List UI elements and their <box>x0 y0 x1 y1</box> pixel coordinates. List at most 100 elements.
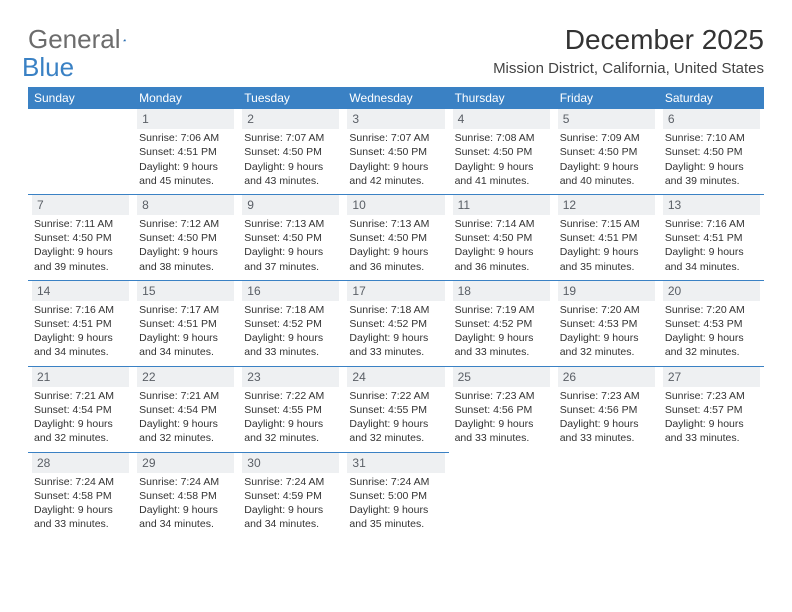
calendar-cell: 18Sunrise: 7:19 AMSunset: 4:52 PMDayligh… <box>449 280 554 366</box>
day-detail: Sunrise: 7:24 AMSunset: 4:59 PMDaylight:… <box>242 475 339 532</box>
day-header: Friday <box>554 87 659 109</box>
day-header: Wednesday <box>343 87 448 109</box>
day-number: 15 <box>137 281 234 301</box>
day-detail: Sunrise: 7:13 AMSunset: 4:50 PMDaylight:… <box>242 217 339 274</box>
day-number: 23 <box>242 367 339 387</box>
calendar-cell: 15Sunrise: 7:17 AMSunset: 4:51 PMDayligh… <box>133 280 238 366</box>
day-number: 24 <box>347 367 444 387</box>
calendar-cell: 5Sunrise: 7:09 AMSunset: 4:50 PMDaylight… <box>554 109 659 194</box>
day-number: 3 <box>347 109 444 129</box>
calendar-cell <box>449 452 554 537</box>
day-detail: Sunrise: 7:07 AMSunset: 4:50 PMDaylight:… <box>242 131 339 188</box>
day-number: 12 <box>558 195 655 215</box>
day-header: Sunday <box>28 87 133 109</box>
calendar-cell: 6Sunrise: 7:10 AMSunset: 4:50 PMDaylight… <box>659 109 764 194</box>
day-header: Thursday <box>449 87 554 109</box>
day-number: 2 <box>242 109 339 129</box>
calendar-cell: 21Sunrise: 7:21 AMSunset: 4:54 PMDayligh… <box>28 366 133 452</box>
calendar-cell: 29Sunrise: 7:24 AMSunset: 4:58 PMDayligh… <box>133 452 238 537</box>
day-number: 22 <box>137 367 234 387</box>
calendar-cell: 24Sunrise: 7:22 AMSunset: 4:55 PMDayligh… <box>343 366 448 452</box>
day-detail: Sunrise: 7:15 AMSunset: 4:51 PMDaylight:… <box>558 217 655 274</box>
calendar-row: 7Sunrise: 7:11 AMSunset: 4:50 PMDaylight… <box>28 194 764 280</box>
day-number: 7 <box>32 195 129 215</box>
calendar-cell: 27Sunrise: 7:23 AMSunset: 4:57 PMDayligh… <box>659 366 764 452</box>
calendar-cell: 12Sunrise: 7:15 AMSunset: 4:51 PMDayligh… <box>554 194 659 280</box>
day-detail: Sunrise: 7:20 AMSunset: 4:53 PMDaylight:… <box>663 303 760 360</box>
day-number: 11 <box>453 195 550 215</box>
calendar-cell <box>554 452 659 537</box>
day-detail: Sunrise: 7:23 AMSunset: 4:56 PMDaylight:… <box>453 389 550 446</box>
day-detail: Sunrise: 7:21 AMSunset: 4:54 PMDaylight:… <box>32 389 129 446</box>
day-number: 4 <box>453 109 550 129</box>
calendar-row: 1Sunrise: 7:06 AMSunset: 4:51 PMDaylight… <box>28 109 764 194</box>
calendar-row: 21Sunrise: 7:21 AMSunset: 4:54 PMDayligh… <box>28 366 764 452</box>
calendar-cell: 8Sunrise: 7:12 AMSunset: 4:50 PMDaylight… <box>133 194 238 280</box>
calendar-cell: 28Sunrise: 7:24 AMSunset: 4:58 PMDayligh… <box>28 452 133 537</box>
day-number: 19 <box>558 281 655 301</box>
calendar-cell: 19Sunrise: 7:20 AMSunset: 4:53 PMDayligh… <box>554 280 659 366</box>
calendar-cell: 31Sunrise: 7:24 AMSunset: 5:00 PMDayligh… <box>343 452 448 537</box>
calendar-cell: 26Sunrise: 7:23 AMSunset: 4:56 PMDayligh… <box>554 366 659 452</box>
calendar-cell: 20Sunrise: 7:20 AMSunset: 4:53 PMDayligh… <box>659 280 764 366</box>
page-title: December 2025 <box>493 24 764 56</box>
calendar-cell <box>28 109 133 194</box>
day-detail: Sunrise: 7:18 AMSunset: 4:52 PMDaylight:… <box>242 303 339 360</box>
calendar-cell: 1Sunrise: 7:06 AMSunset: 4:51 PMDaylight… <box>133 109 238 194</box>
day-number: 14 <box>32 281 129 301</box>
day-number: 31 <box>347 453 444 473</box>
day-number: 21 <box>32 367 129 387</box>
header: General December 2025 Mission District, … <box>28 24 764 83</box>
calendar-cell: 17Sunrise: 7:18 AMSunset: 4:52 PMDayligh… <box>343 280 448 366</box>
day-detail: Sunrise: 7:07 AMSunset: 4:50 PMDaylight:… <box>347 131 444 188</box>
day-number: 25 <box>453 367 550 387</box>
day-detail: Sunrise: 7:08 AMSunset: 4:50 PMDaylight:… <box>453 131 550 188</box>
day-number: 30 <box>242 453 339 473</box>
logo: General <box>28 24 147 55</box>
day-number: 6 <box>663 109 760 129</box>
location-subtitle: Mission District, California, United Sta… <box>493 60 764 77</box>
calendar-cell: 7Sunrise: 7:11 AMSunset: 4:50 PMDaylight… <box>28 194 133 280</box>
calendar-table: SundayMondayTuesdayWednesdayThursdayFrid… <box>28 87 764 537</box>
day-number: 1 <box>137 109 234 129</box>
day-number: 28 <box>32 453 129 473</box>
calendar-cell: 13Sunrise: 7:16 AMSunset: 4:51 PMDayligh… <box>659 194 764 280</box>
calendar-cell: 9Sunrise: 7:13 AMSunset: 4:50 PMDaylight… <box>238 194 343 280</box>
day-detail: Sunrise: 7:24 AMSunset: 4:58 PMDaylight:… <box>137 475 234 532</box>
day-detail: Sunrise: 7:24 AMSunset: 4:58 PMDaylight:… <box>32 475 129 532</box>
day-header-row: SundayMondayTuesdayWednesdayThursdayFrid… <box>28 87 764 109</box>
day-number: 17 <box>347 281 444 301</box>
calendar-cell: 16Sunrise: 7:18 AMSunset: 4:52 PMDayligh… <box>238 280 343 366</box>
calendar-cell: 2Sunrise: 7:07 AMSunset: 4:50 PMDaylight… <box>238 109 343 194</box>
day-detail: Sunrise: 7:14 AMSunset: 4:50 PMDaylight:… <box>453 217 550 274</box>
calendar-cell: 10Sunrise: 7:13 AMSunset: 4:50 PMDayligh… <box>343 194 448 280</box>
day-detail: Sunrise: 7:24 AMSunset: 5:00 PMDaylight:… <box>347 475 444 532</box>
day-detail: Sunrise: 7:16 AMSunset: 4:51 PMDaylight:… <box>32 303 129 360</box>
day-detail: Sunrise: 7:23 AMSunset: 4:57 PMDaylight:… <box>663 389 760 446</box>
calendar-cell: 30Sunrise: 7:24 AMSunset: 4:59 PMDayligh… <box>238 452 343 537</box>
day-detail: Sunrise: 7:18 AMSunset: 4:52 PMDaylight:… <box>347 303 444 360</box>
calendar-row: 14Sunrise: 7:16 AMSunset: 4:51 PMDayligh… <box>28 280 764 366</box>
day-detail: Sunrise: 7:21 AMSunset: 4:54 PMDaylight:… <box>137 389 234 446</box>
day-detail: Sunrise: 7:09 AMSunset: 4:50 PMDaylight:… <box>558 131 655 188</box>
day-detail: Sunrise: 7:12 AMSunset: 4:50 PMDaylight:… <box>137 217 234 274</box>
day-detail: Sunrise: 7:11 AMSunset: 4:50 PMDaylight:… <box>32 217 129 274</box>
calendar-cell: 14Sunrise: 7:16 AMSunset: 4:51 PMDayligh… <box>28 280 133 366</box>
day-detail: Sunrise: 7:20 AMSunset: 4:53 PMDaylight:… <box>558 303 655 360</box>
day-detail: Sunrise: 7:17 AMSunset: 4:51 PMDaylight:… <box>137 303 234 360</box>
day-number: 27 <box>663 367 760 387</box>
day-number: 29 <box>137 453 234 473</box>
calendar-row: 28Sunrise: 7:24 AMSunset: 4:58 PMDayligh… <box>28 452 764 537</box>
day-detail: Sunrise: 7:19 AMSunset: 4:52 PMDaylight:… <box>453 303 550 360</box>
calendar-cell <box>659 452 764 537</box>
calendar-cell: 3Sunrise: 7:07 AMSunset: 4:50 PMDaylight… <box>343 109 448 194</box>
day-number: 20 <box>663 281 760 301</box>
day-detail: Sunrise: 7:22 AMSunset: 4:55 PMDaylight:… <box>347 389 444 446</box>
day-number: 8 <box>137 195 234 215</box>
day-header: Monday <box>133 87 238 109</box>
day-number: 9 <box>242 195 339 215</box>
day-detail: Sunrise: 7:23 AMSunset: 4:56 PMDaylight:… <box>558 389 655 446</box>
day-number: 10 <box>347 195 444 215</box>
day-header: Saturday <box>659 87 764 109</box>
day-number: 5 <box>558 109 655 129</box>
